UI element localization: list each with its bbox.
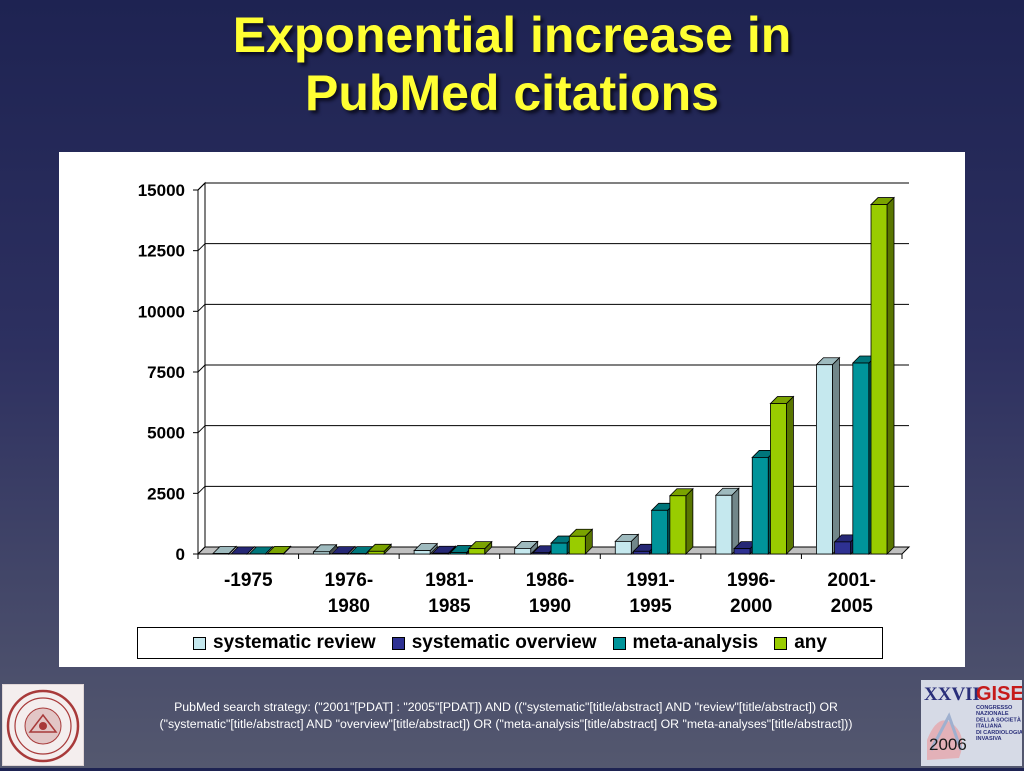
logo-name: GISE [976,683,1022,705]
legend-item: meta-analysis [613,632,759,654]
footnote-line-2: ("systematic"[title/abstract] AND "overv… [159,717,852,731]
legend-label: systematic overview [412,632,597,654]
bar-side [887,198,894,554]
logo-text-line: ITALIANA [976,724,1002,730]
university-seal-logo [2,684,84,766]
legend-item: any [774,632,827,654]
chart-legend: systematic review systematic overview meta… [137,627,883,659]
x-tick-label: 1976-1980 [325,570,374,617]
bar-front [314,552,330,554]
bar-front [633,551,649,554]
slide-title-line-2: PubMed citations [0,64,1024,122]
x-tick-label: 1991-1995 [626,570,675,617]
bar-front [770,404,786,554]
bar-front [551,543,567,554]
bar-side [832,358,839,554]
y-tick-label: 0 [176,545,185,564]
x-tick-label: 2001-2005 [827,570,876,617]
logo-text-line: CONGRESSO [976,705,1013,711]
bar-front [835,542,851,554]
legend-label: meta-analysis [633,632,759,654]
legend-swatch [613,637,626,650]
chart-panel: 0 2500 5000 7500 10000 12500 15000 -1975 1976-19… [59,152,965,667]
legend-label: systematic review [213,632,376,654]
x-tick-label: 1986-1990 [526,570,575,617]
slide-title: Exponential increase in PubMed citations [0,6,1024,122]
bar-front [853,363,869,554]
bar-front [816,365,832,554]
y-tick-label: 2500 [147,484,185,503]
legend-label: any [794,632,827,654]
bar [569,529,592,554]
bar-chart: 0 2500 5000 7500 10000 12500 15000 -1975 1976-19… [59,152,965,622]
y-tick-label: 7500 [147,363,185,382]
bar-front [615,541,631,554]
bar-side [686,489,693,554]
legend-swatch [392,637,405,650]
footnote-line-1: PubMed search strategy: ("2001"[PDAT] : … [174,700,838,714]
bar-front [752,457,768,554]
logo-year: 2006 [929,735,967,754]
bar-side [732,488,739,554]
logo-text-line: INVASIVA [976,736,1002,742]
bar-front [451,553,467,554]
slide-title-line-1: Exponential increase in [0,6,1024,64]
bar [816,358,839,554]
bar-front [652,510,668,554]
bar [716,488,739,554]
logo-text-line: DI CARDIOLOGIA [976,730,1022,736]
x-tick-label: 1981-1985 [425,570,474,617]
bar [770,397,793,554]
pubmed-search-strategy-note: PubMed search strategy: ("2001"[PDAT] : … [96,699,916,733]
bar-front [515,548,531,554]
bar-front [533,553,549,554]
bar-front [268,553,284,554]
bar-front [368,551,384,554]
legend-item: systematic review [193,632,376,654]
x-tick-label: -1975 [224,570,273,591]
y-tick-label: 5000 [147,424,185,443]
legend-swatch [193,637,206,650]
y-tick-label: 12500 [138,242,185,261]
x-tick-label: 1996-2000 [727,570,776,617]
bar-front [670,496,686,554]
y-tick-label: 15000 [138,181,185,200]
legend-swatch [774,637,787,650]
bar-front [432,553,448,554]
bar-front [414,551,430,554]
bar [670,489,693,554]
logo-numeral: XXVII [924,684,980,705]
legend-item: systematic overview [392,632,597,654]
logo-text-line: NAZIONALE [976,711,1009,717]
bar-front [871,205,887,554]
bar-front [469,549,485,554]
bar-front [734,549,750,554]
bar-front [569,536,585,554]
bar-side [786,397,793,554]
bar [871,198,894,554]
logo-text-line: DELLA SOCIETÀ [976,716,1021,723]
y-tick-label: 10000 [138,302,185,321]
bar-front [716,495,732,554]
